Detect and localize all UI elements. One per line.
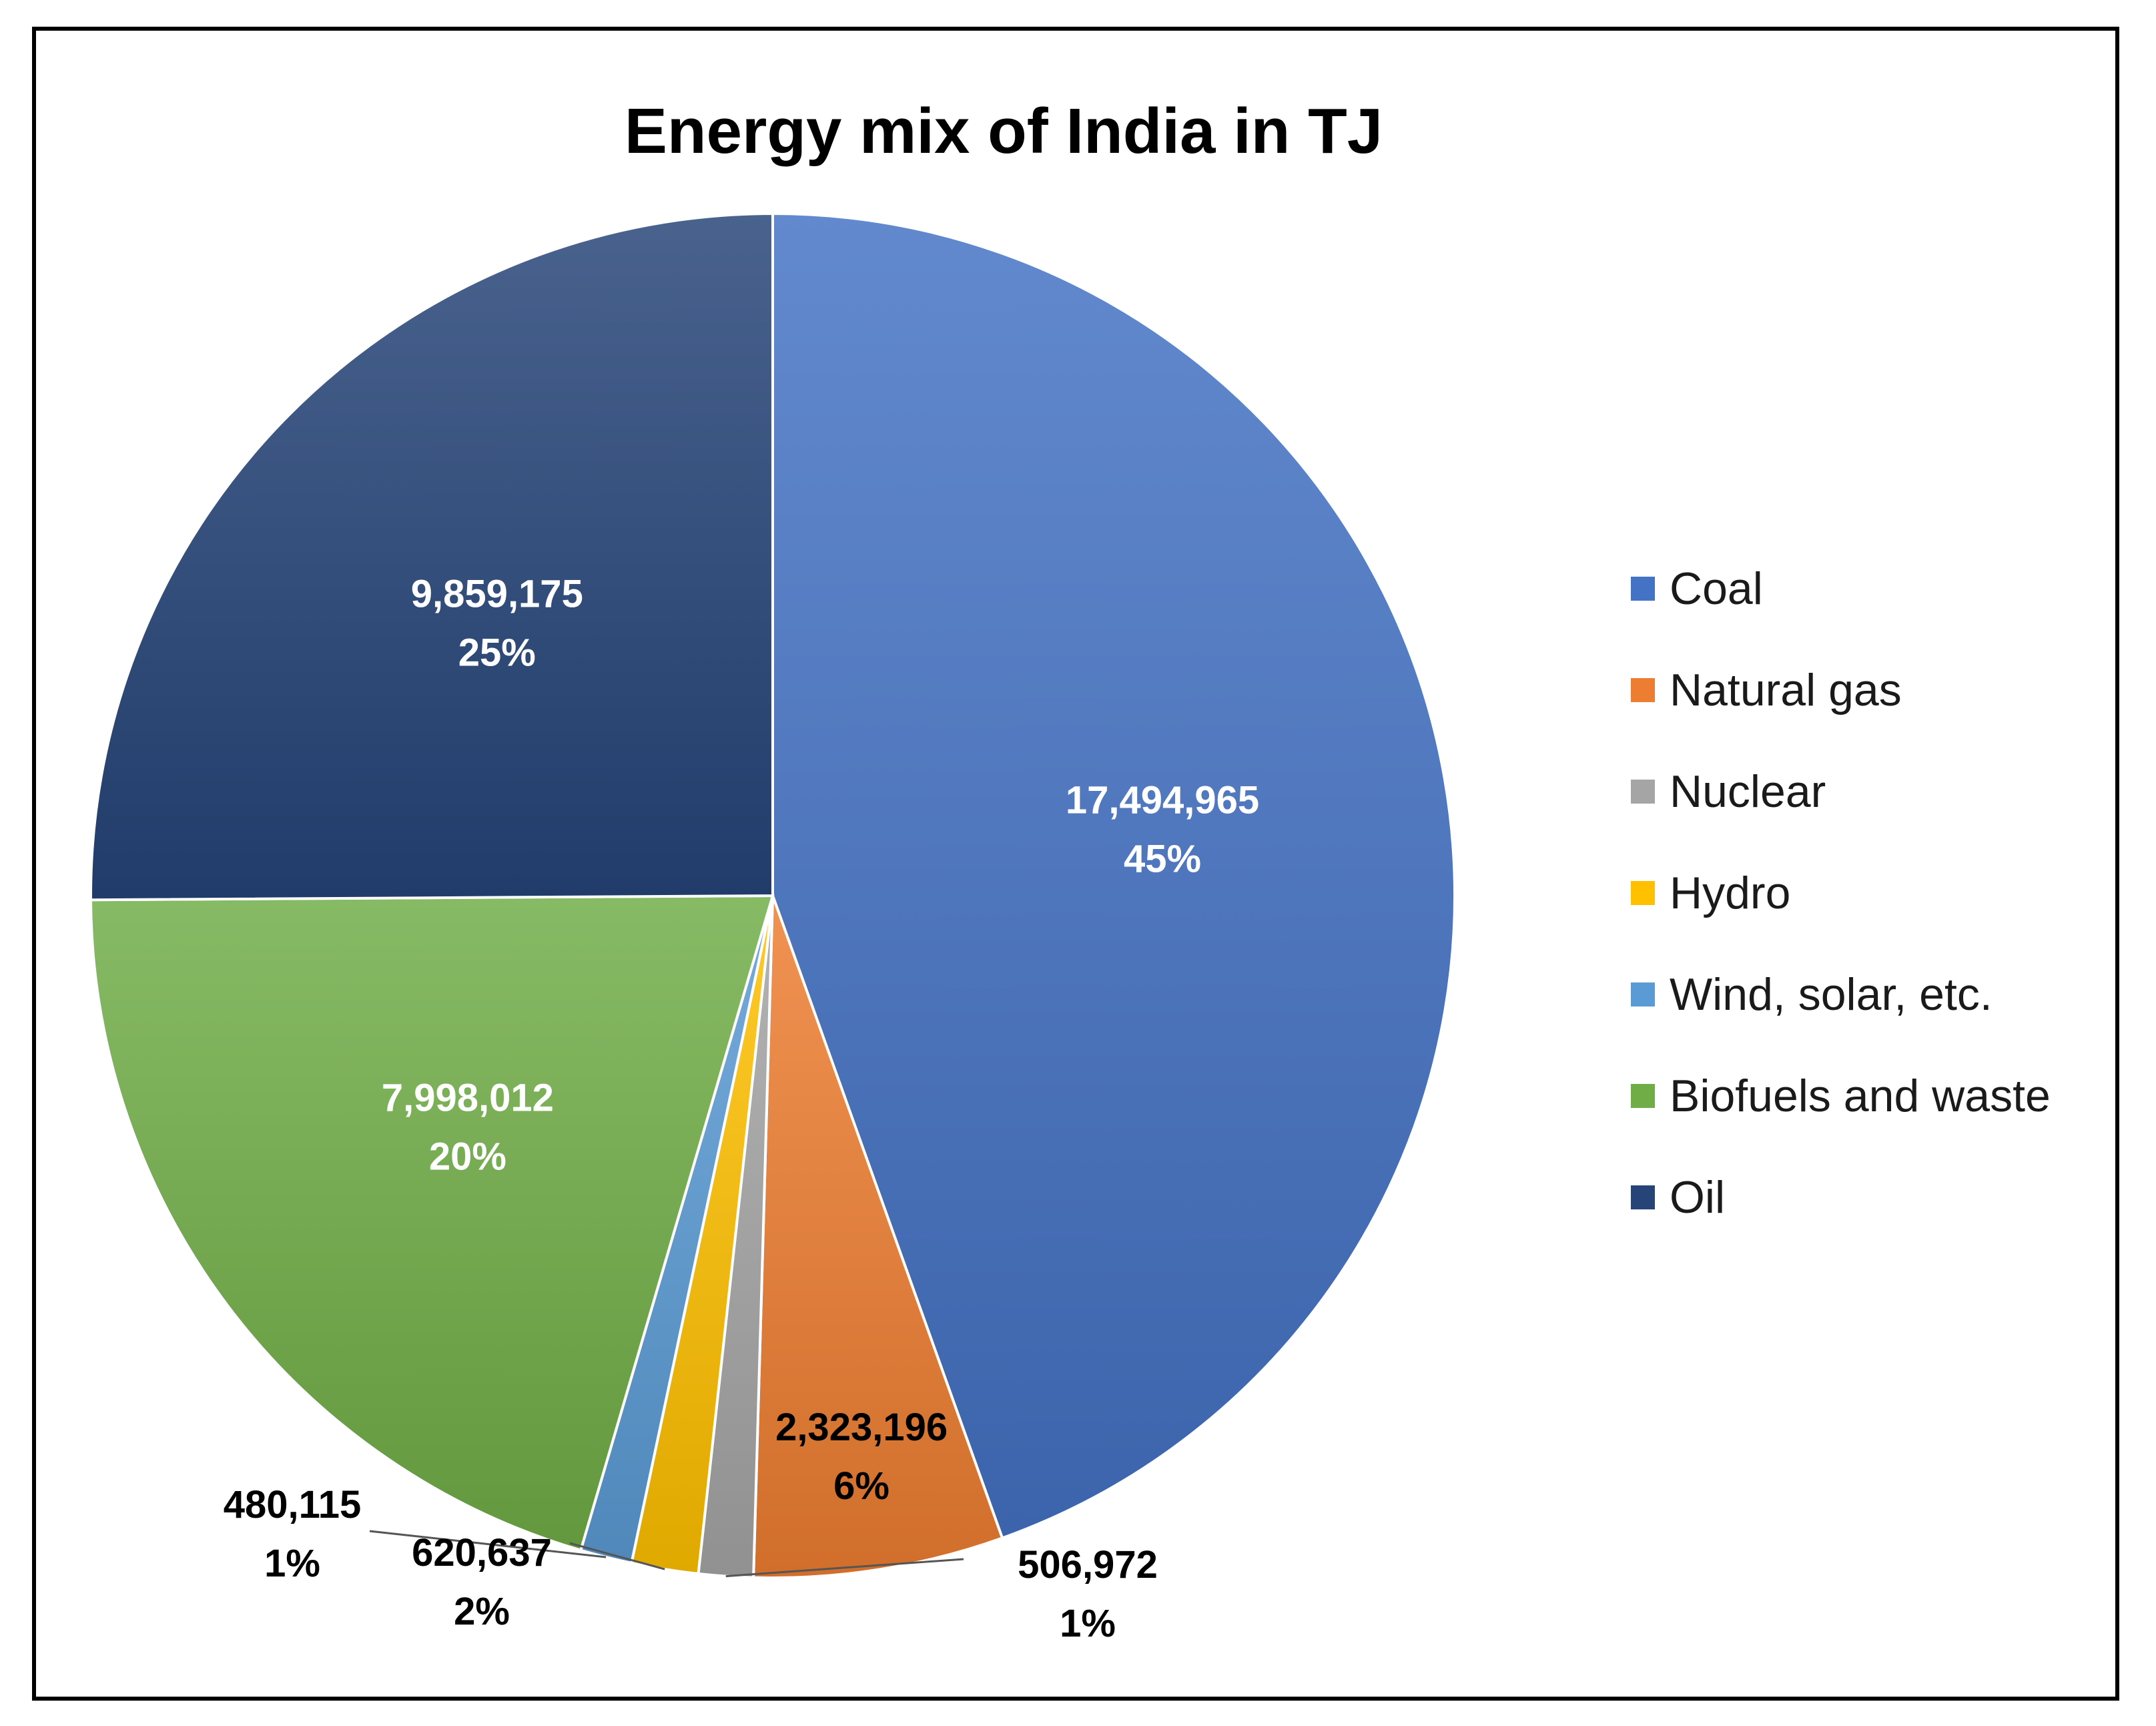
data-label-percent-biofuels-and-waste: 20% (429, 1135, 506, 1178)
legend-swatch (1631, 577, 1655, 601)
chart-frame: Energy mix of India in TJ 17,494,965 45% 2… (32, 27, 2119, 1701)
leader-line-wind-solar-etc (369, 1530, 607, 1558)
data-label-percent-oil: 25% (458, 631, 536, 674)
legend-item-hydro: Hydro (1631, 842, 2051, 944)
legend-item-coal: Coal (1631, 538, 2051, 639)
data-label-value-natural-gas: 2,323,196 (775, 1406, 948, 1449)
legend-label: Coal (1670, 563, 1763, 614)
data-label-percent-coal: 45% (1124, 838, 1201, 881)
leader-lines (369, 1530, 964, 1578)
legend-item-biofuels-and-waste: Biofuels and waste (1631, 1045, 2051, 1147)
data-labels: 17,494,965 45% 2,323,196 6% 506,972 1% 620,637… (224, 572, 1259, 1645)
legend-swatch (1631, 1084, 1655, 1108)
legend-swatch (1631, 881, 1655, 905)
legend-swatch (1631, 780, 1655, 804)
legend-label: Wind, solar, etc. (1670, 969, 1993, 1020)
legend-item-oil: Oil (1631, 1147, 2051, 1248)
data-label-percent-nuclear: 1% (1060, 1602, 1116, 1645)
legend-label: Nuclear (1670, 766, 1826, 817)
legend-item-nuclear: Nuclear (1631, 741, 2051, 842)
legend-swatch (1631, 1185, 1655, 1209)
legend-swatch (1631, 678, 1655, 702)
data-label-value-biofuels-and-waste: 7,998,012 (382, 1076, 554, 1119)
data-label-value-hydro: 620,637 (412, 1531, 552, 1574)
legend-label: Oil (1670, 1172, 1726, 1223)
slice-coal (771, 212, 1456, 1540)
leader-line-hydro (569, 1542, 665, 1570)
legend: Coal Natural gas Nuclear Hydro Wind, solar, … (1631, 538, 2051, 1248)
data-label-value-oil: 9,859,175 (411, 572, 583, 615)
legend-item-natural-gas: Natural gas (1631, 639, 2051, 741)
legend-item-wind-solar-etc: Wind, solar, etc. (1631, 944, 2051, 1045)
slice-natural-gas (752, 895, 1004, 1579)
data-label-percent-wind-solar-etc: 1% (264, 1542, 320, 1585)
slice-biofuels-and-waste (89, 894, 775, 1552)
slice-oil (89, 212, 774, 902)
data-label-percent-natural-gas: 6% (833, 1464, 889, 1508)
legend-label: Natural gas (1670, 665, 1902, 715)
pie-chart: 17,494,965 45% 2,323,196 6% 506,972 1% 620,637… (89, 212, 1456, 1645)
data-label-percent-hydro: 2% (454, 1590, 510, 1633)
leader-line-nuclear (725, 1558, 964, 1578)
chart-title: Energy mix of India in TJ (624, 95, 1383, 167)
legend-label: Hydro (1670, 868, 1791, 918)
data-label-value-wind-solar-etc: 480,115 (224, 1483, 361, 1526)
legend-label: Biofuels and waste (1670, 1071, 2051, 1121)
data-label-value-coal: 17,494,965 (1066, 779, 1259, 822)
data-label-value-nuclear: 506,972 (1018, 1543, 1158, 1587)
pie-slices (89, 212, 1456, 1579)
legend-swatch (1631, 982, 1655, 1006)
